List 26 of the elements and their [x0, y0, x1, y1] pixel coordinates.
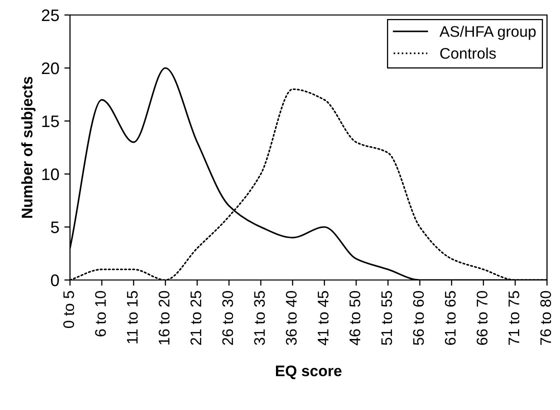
y-tick-label: 10	[42, 168, 59, 180]
x-tick-label: 0 to 5	[63, 291, 74, 328]
y-tick-label: 25	[42, 9, 59, 22]
x-tick-label: 6 to 10	[95, 291, 106, 336]
x-tick-label: 46 to 50	[349, 291, 360, 346]
y-tick-label: 0	[50, 274, 59, 286]
x-tick-label: 66 to 70	[476, 291, 488, 345]
x-tick-label: 21 to 25	[190, 291, 202, 345]
legend-label: Controls	[440, 48, 496, 59]
x-tick-label: 16 to 20	[158, 291, 170, 344]
x-tick-label: 51 to 55	[381, 291, 392, 346]
x-tick-label: 41 to 45	[318, 291, 328, 346]
y-tick-label: 5	[50, 222, 59, 234]
x-tick-label: 36 to 40	[286, 291, 297, 346]
y-tick-label: 15	[42, 116, 59, 128]
x-tick-label: 56 to 60	[413, 291, 424, 346]
x-tick-label: 31 to 35	[254, 291, 265, 346]
x-tick-label: 61 to 65	[444, 291, 456, 345]
x-tick-label: 76 to 80	[540, 291, 552, 345]
x-axis-title: EQ score	[276, 365, 342, 380]
x-tick-label: 11 to 15	[127, 291, 138, 344]
x-tick-label: 71 to 75	[508, 291, 520, 345]
legend-label: AS/HFA group	[440, 26, 536, 40]
x-tick-label: 26 to 30	[222, 291, 234, 345]
y-axis-title: Number of subjects	[21, 76, 36, 218]
y-tick-label: 20	[42, 62, 59, 74]
